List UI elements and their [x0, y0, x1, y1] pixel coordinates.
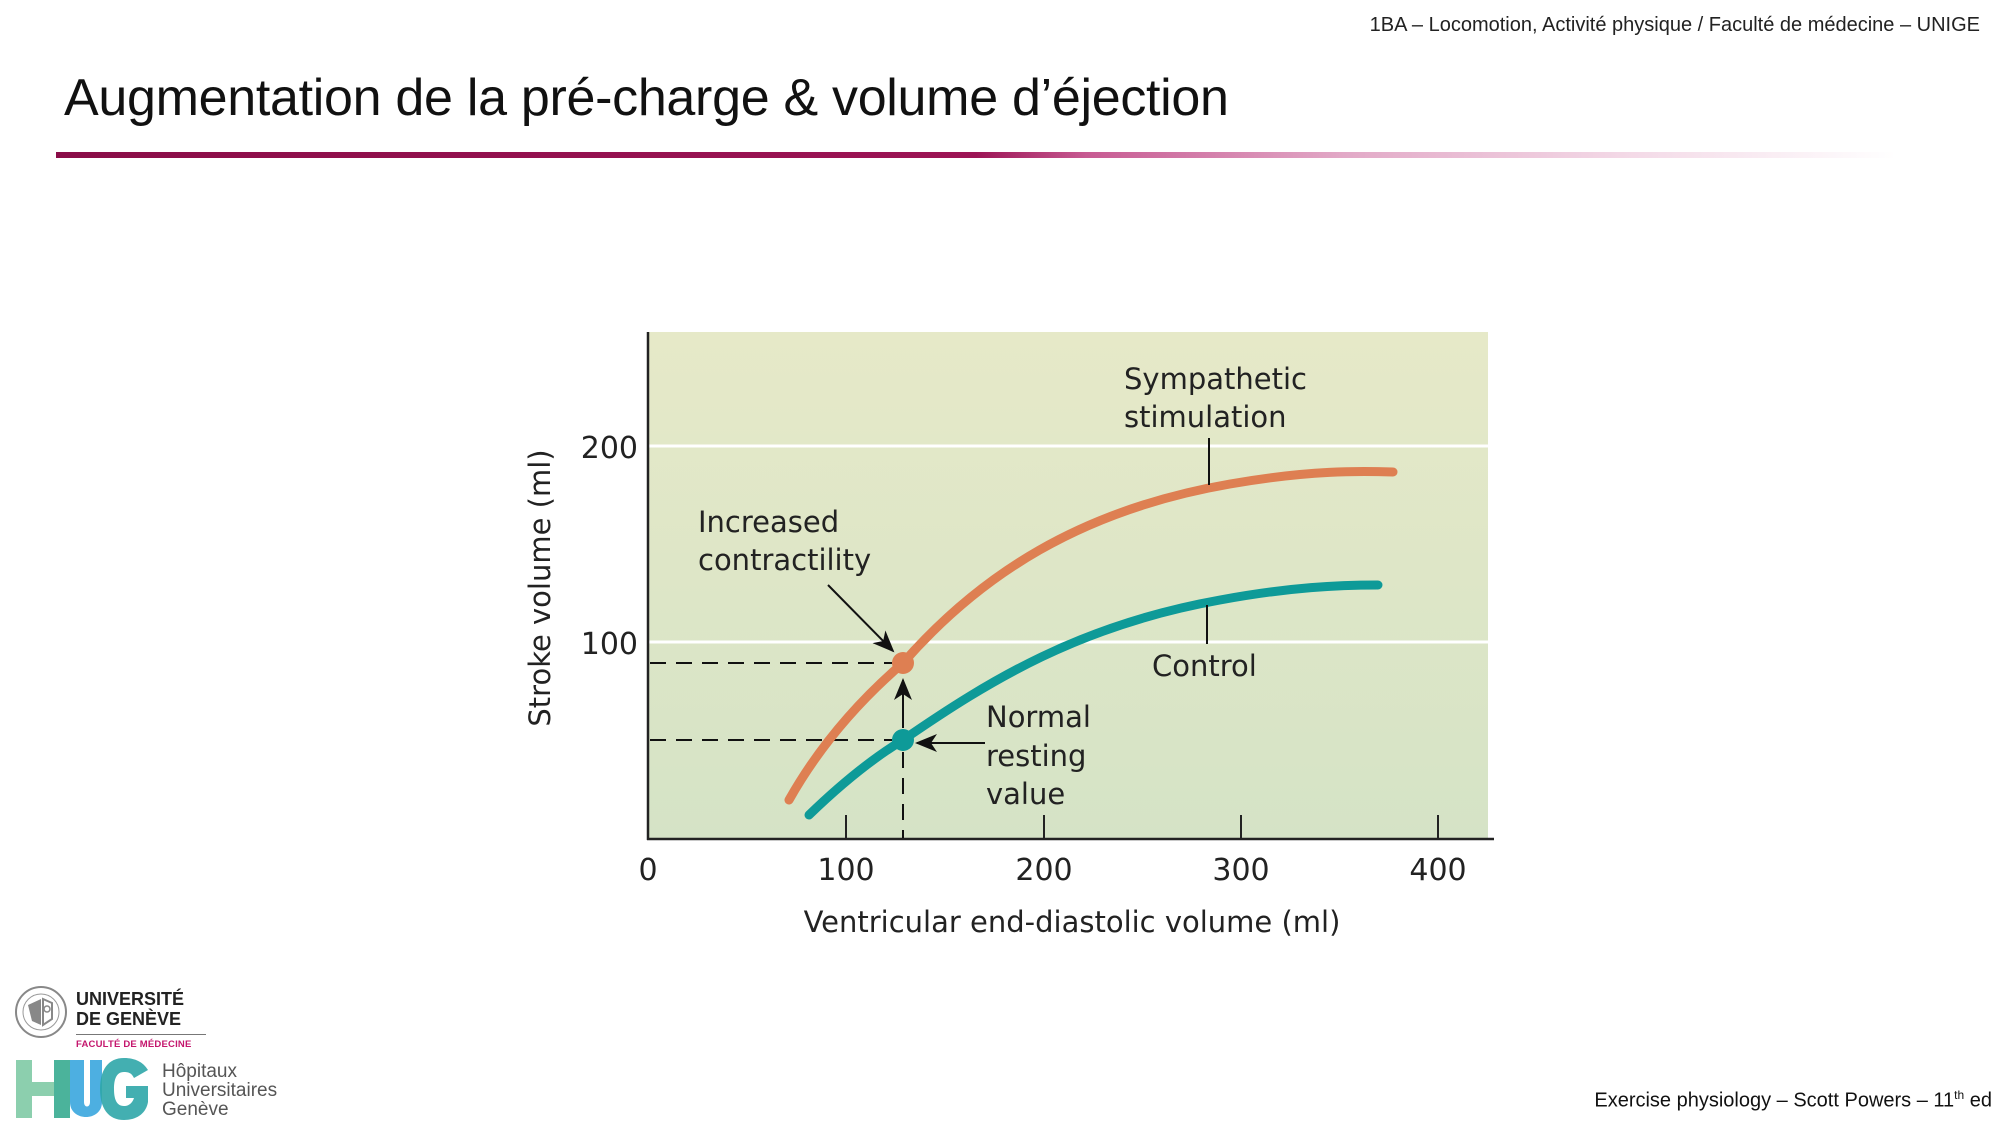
slide-title: Augmentation de la pré-charge & volume d…: [64, 69, 1229, 127]
y-tick-label-200: 200: [581, 431, 638, 466]
sympathetic-label-line2: stimulation: [1124, 400, 1287, 434]
y-axis-title: Stroke volume (ml): [523, 449, 557, 726]
normal-resting-line2: resting: [986, 739, 1086, 773]
x-tick-label-300: 300: [1212, 853, 1269, 888]
control-label: Control: [1152, 649, 1257, 683]
x-tick-label-400: 400: [1409, 853, 1466, 888]
x-tick-label-200: 200: [1015, 853, 1072, 888]
unige-seal-icon: [15, 986, 67, 1038]
hug-name-line2: Universitaires: [162, 1080, 278, 1101]
course-header-note: 1BA – Locomotion, Activité physique / Fa…: [1369, 14, 1980, 36]
unige-name-line1: UNIVERSITÉ: [76, 989, 185, 1009]
reference-sup: th: [1954, 1088, 1965, 1103]
x-tick-label-0: 0: [638, 853, 657, 888]
hug-letters-icon: [16, 1058, 148, 1120]
normal-resting-value-point: [892, 729, 914, 751]
normal-resting-line1: Normal: [986, 700, 1091, 734]
increased-contractility-point: [892, 652, 914, 674]
increased-contractility-line2: contractility: [698, 543, 871, 577]
normal-resting-line3: value: [986, 777, 1065, 811]
increased-contractility-line1: Increased: [698, 505, 839, 539]
unige-name-line2: DE GENÈVE: [76, 1009, 182, 1029]
unige-faculty: FACULTÉ DE MÉDECINE: [76, 1039, 192, 1050]
increased-contractility-arrow: [827, 584, 895, 653]
unige-logo: UNIVERSITÉ DE GENÈVE FACULTÉ DE MÉDECINE: [14, 983, 214, 1053]
sympathetic-stimulation-curve: [784, 466, 1398, 805]
source-reference: Exercise physiology – Scott Powers – 11t…: [1594, 1088, 1992, 1113]
x-axis-title: Ventricular end-diastolic volume (ml): [804, 905, 1341, 939]
y-tick-label-100: 100: [581, 627, 638, 662]
unige-divider: [76, 1034, 206, 1035]
control-curve: [804, 580, 1383, 820]
x-tick-label-100: 100: [817, 853, 874, 888]
hug-name-line1: Hôpitaux: [162, 1061, 237, 1082]
hug-logo: Hôpitaux Universitaires Genève: [14, 1056, 294, 1122]
x-ticks: [845, 815, 1439, 839]
reference-main: Exercise physiology – Scott Powers – 11: [1594, 1090, 1955, 1112]
reference-end: ed: [1964, 1090, 1992, 1112]
hug-name-line3: Genève: [162, 1099, 229, 1120]
reference-dashes: [650, 662, 904, 838]
title-underline-rule: [56, 152, 1896, 158]
sympathetic-label-line1: Sympathetic: [1124, 362, 1307, 396]
